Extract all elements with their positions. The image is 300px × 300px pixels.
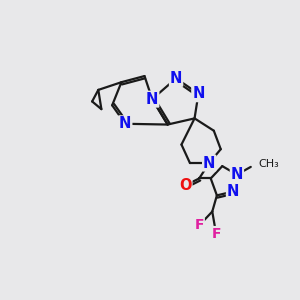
Text: N: N (231, 167, 243, 182)
Text: N: N (203, 155, 215, 170)
Text: N: N (146, 92, 158, 106)
Text: N: N (192, 86, 205, 101)
Text: N: N (170, 71, 182, 86)
Text: O: O (179, 178, 192, 193)
Text: CH₃: CH₃ (259, 159, 279, 169)
Text: F: F (194, 218, 204, 233)
Text: F: F (212, 227, 221, 241)
Text: N: N (119, 116, 131, 131)
Text: N: N (227, 184, 239, 199)
